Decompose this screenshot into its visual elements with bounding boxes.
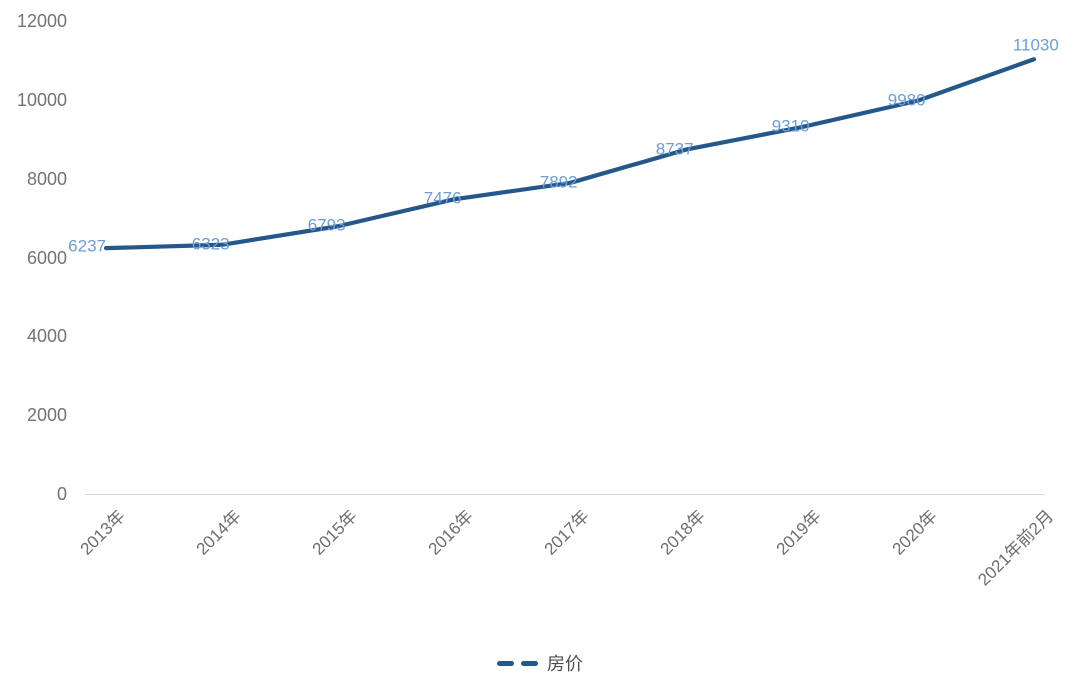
legend-line-marker [497, 660, 538, 666]
legend-series-label: 房价 [547, 654, 583, 674]
y-axis-tick-label: 4000 [26, 326, 67, 347]
y-axis-tick-label: 2000 [26, 405, 67, 426]
price-line-series [103, 57, 1037, 251]
data-point-label: 6793 [307, 215, 346, 235]
data-point-label: 9310 [771, 116, 810, 136]
y-axis-tick-label: 6000 [26, 247, 67, 268]
y-axis-tick-label: 12000 [16, 11, 67, 31]
data-point-label: 8737 [655, 139, 694, 159]
y-axis-tick-label: 10000 [16, 89, 67, 110]
data-point-label: 7476 [423, 188, 462, 208]
data-point-label: 6323 [191, 234, 230, 254]
y-axis-tick-label: 0 [56, 484, 67, 504]
legend-dash-icon [497, 660, 514, 666]
data-point-label: 11030 [1012, 35, 1059, 55]
data-point-label: 9980 [887, 90, 926, 110]
legend-item-price[interactable]: 房价 [497, 650, 583, 676]
data-point-label: 6237 [68, 236, 106, 256]
data-point-label: 7892 [539, 172, 578, 192]
legend-dash-icon [521, 660, 538, 666]
y-axis-tick-label: 8000 [26, 168, 67, 189]
x-axis-line [85, 494, 1045, 495]
